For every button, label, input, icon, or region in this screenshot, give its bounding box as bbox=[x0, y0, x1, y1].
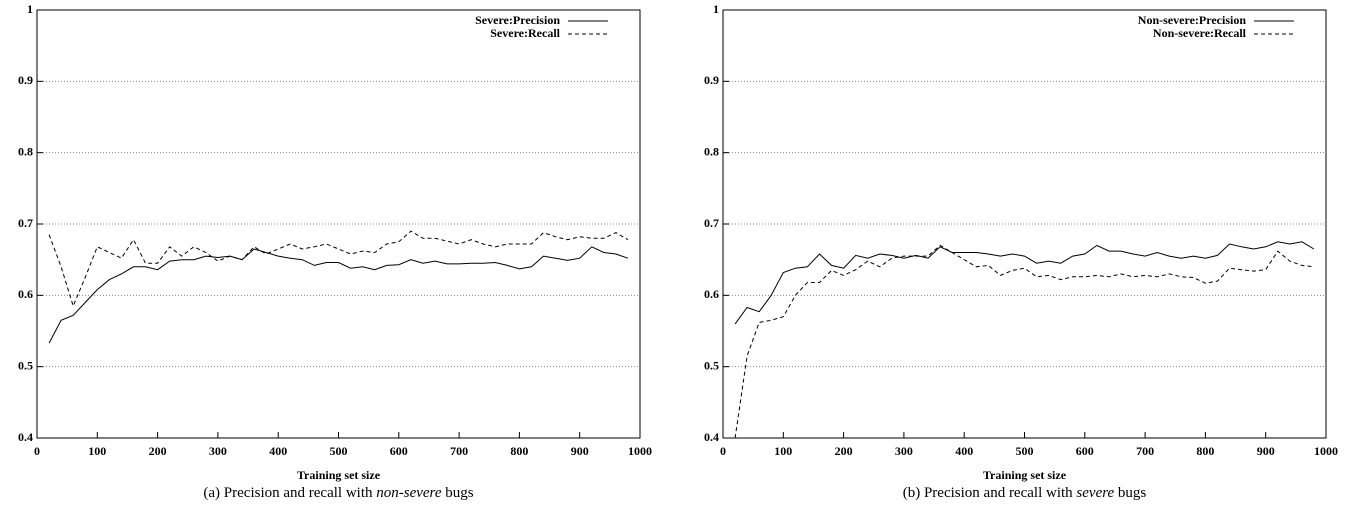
y-tick-label: 0.9 bbox=[704, 73, 719, 87]
plot-frame bbox=[36, 9, 641, 439]
x-tick-label: 600 bbox=[1076, 444, 1094, 458]
y-tick-label: 0.9 bbox=[18, 73, 33, 87]
y-tick-label: 0.7 bbox=[704, 216, 719, 230]
x-tick-label: 400 bbox=[955, 444, 973, 458]
x-tick-label: 0 bbox=[34, 444, 40, 458]
x-tick-label: 700 bbox=[1136, 444, 1154, 458]
legend-label: Non-severe:Precision bbox=[1138, 13, 1247, 27]
legend-label: Severe:Precision bbox=[475, 13, 560, 27]
x-axis-label: Training set size bbox=[983, 468, 1067, 482]
y-tick-label: 0.8 bbox=[18, 144, 33, 158]
x-tick-label: 500 bbox=[330, 444, 348, 458]
x-tick-label: 1000 bbox=[628, 444, 652, 458]
x-tick-label: 800 bbox=[1196, 444, 1214, 458]
y-tick-label: 1 bbox=[27, 2, 33, 16]
series-line bbox=[734, 244, 1314, 439]
caption-emph: non-severe bbox=[376, 485, 442, 501]
caption-text: (b) Precision and recall with bbox=[903, 485, 1073, 501]
x-tick-label: 300 bbox=[895, 444, 913, 458]
y-tick-label: 0.5 bbox=[18, 358, 33, 372]
y-tick-label: 0.5 bbox=[704, 358, 719, 372]
legend-label: Severe:Recall bbox=[490, 26, 560, 40]
y-tick-label: 0.4 bbox=[704, 430, 719, 444]
caption-text: bugs bbox=[1118, 485, 1147, 501]
x-tick-label: 100 bbox=[88, 444, 106, 458]
x-tick-label: 100 bbox=[774, 444, 792, 458]
x-tick-label: 200 bbox=[149, 444, 167, 458]
caption: (a) Precision and recall with non-severe… bbox=[203, 485, 473, 501]
x-tick-label: 600 bbox=[390, 444, 408, 458]
x-tick-label: 900 bbox=[1257, 444, 1275, 458]
x-tick-label: 500 bbox=[1016, 444, 1034, 458]
series-line bbox=[48, 246, 629, 344]
x-tick-label: 300 bbox=[209, 444, 227, 458]
series-line bbox=[734, 241, 1315, 325]
y-tick-label: 0.7 bbox=[18, 216, 33, 230]
x-tick-label: 0 bbox=[720, 444, 726, 458]
x-tick-label: 400 bbox=[269, 444, 287, 458]
plot-frame bbox=[722, 9, 1327, 439]
series-line bbox=[48, 230, 629, 308]
y-tick-label: 0.8 bbox=[704, 144, 719, 158]
caption-emph: severe bbox=[1076, 485, 1114, 501]
y-tick-label: 0.4 bbox=[18, 430, 33, 444]
y-tick-label: 0.6 bbox=[704, 287, 719, 301]
caption-text: (a) Precision and recall with bbox=[203, 485, 373, 501]
x-tick-label: 200 bbox=[835, 444, 853, 458]
x-tick-label: 1000 bbox=[1314, 444, 1338, 458]
y-tick-label: 0.6 bbox=[18, 287, 33, 301]
x-axis-label: Training set size bbox=[297, 468, 381, 482]
y-tick-label: 1 bbox=[713, 2, 719, 16]
x-tick-label: 700 bbox=[450, 444, 468, 458]
x-tick-label: 800 bbox=[510, 444, 528, 458]
caption: (b) Precision and recall with severe bug… bbox=[903, 485, 1147, 501]
legend-label: Non-severe:Recall bbox=[1153, 26, 1247, 40]
x-tick-label: 900 bbox=[571, 444, 589, 458]
caption-text: bugs bbox=[445, 485, 474, 501]
